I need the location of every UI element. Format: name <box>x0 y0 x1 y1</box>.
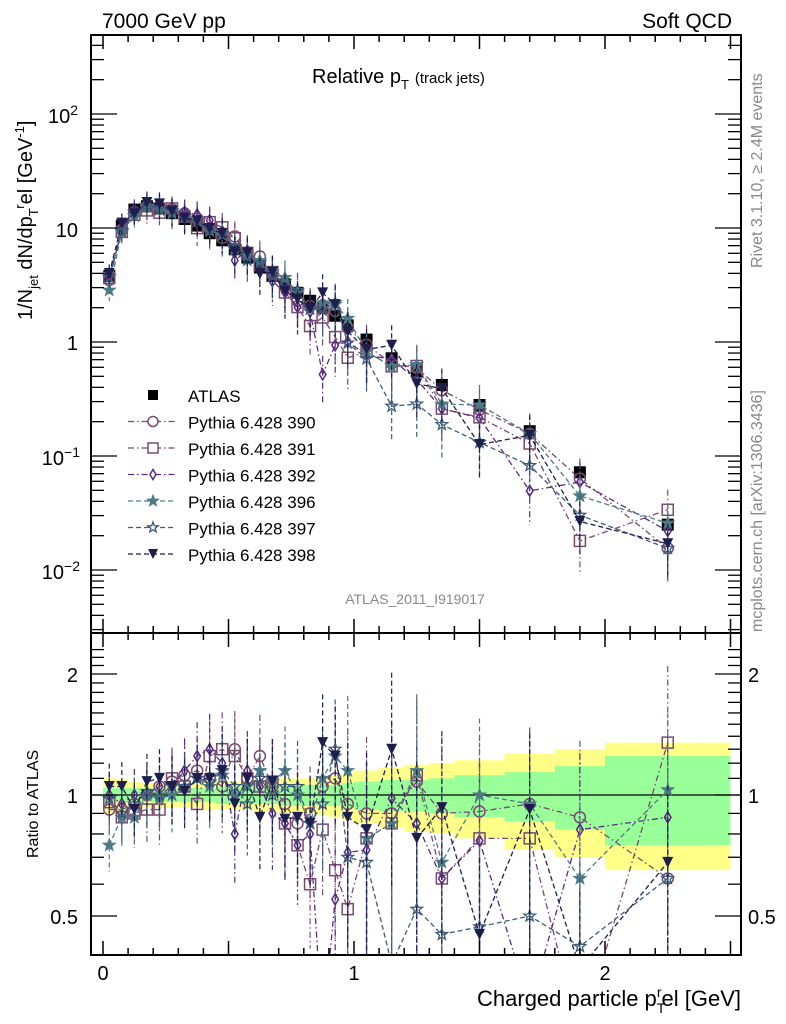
rivet-version-label: Rivet 3.1.10, ≥ 2.4M events <box>749 73 766 268</box>
legend-marker <box>148 443 158 453</box>
legend-item: Pythia 6.428 396 <box>128 493 316 512</box>
ratio-point <box>474 929 485 940</box>
x-axis-label: Charged particle pTrel [GeV] <box>477 984 741 1016</box>
legend-marker <box>148 417 158 427</box>
legend-item: Pythia 6.428 398 <box>128 546 316 565</box>
legend-label: Pythia 6.428 397 <box>188 520 316 539</box>
data-point <box>574 516 585 527</box>
ratio-point <box>386 744 397 755</box>
y-tick-label-10: 10 <box>56 220 78 242</box>
legend-marker <box>148 390 158 400</box>
ratio-point <box>386 958 398 969</box>
plot-title: Relative pT(track jets) <box>312 66 485 92</box>
legend: ATLAS Pythia 6.428 390 Pythia 6.428 391 Pyt… <box>128 387 316 565</box>
ratio-point <box>104 839 116 850</box>
ratio-tick-0.5-left: 0.5 <box>50 907 78 929</box>
legend-item: Pythia 6.428 397 <box>128 520 316 539</box>
legend-marker <box>148 496 158 506</box>
ratio-point <box>254 812 265 823</box>
x-tick-label-2: 2 <box>599 963 610 985</box>
ratio-tick-2-right: 2 <box>748 665 759 687</box>
ratio-point <box>411 833 422 844</box>
chart-canvas: 7000 GeV pp Soft QCD Rivet 3.1.10, ≥ 2.4… <box>0 0 786 1024</box>
legend-label: Pythia 6.428 398 <box>188 546 316 565</box>
legend-item: ATLAS <box>148 387 241 406</box>
y-tick-label-0.1: 10−1 <box>42 444 80 470</box>
series-line <box>109 208 667 540</box>
legend-item: Pythia 6.428 391 <box>128 440 316 459</box>
mcplots-label: mcplots.cern.ch [arXiv:1306.3436] <box>749 390 766 632</box>
data-point <box>411 378 422 389</box>
legend-item: Pythia 6.428 390 <box>128 414 316 433</box>
legend-item: Pythia 6.428 392 <box>128 467 316 486</box>
header-right-label: Soft QCD <box>642 10 732 33</box>
legend-label: ATLAS <box>188 387 241 406</box>
legend-label: Pythia 6.428 396 <box>188 493 316 512</box>
ratio-tick-1-right: 1 <box>748 786 759 808</box>
ratio-y-axis-label: Ratio to ATLAS <box>25 750 42 858</box>
y-tick-label-100: 102 <box>48 102 78 128</box>
data-point <box>317 287 328 298</box>
legend-label: Pythia 6.428 392 <box>188 467 316 486</box>
header-left-label: 7000 GeV pp <box>102 10 226 33</box>
legend-label: Pythia 6.428 390 <box>188 414 316 433</box>
x-tick-label-0: 0 <box>97 963 108 985</box>
ratio-tick-1-left: 1 <box>67 786 78 808</box>
x-tick-label-1: 1 <box>348 963 359 985</box>
main-plot-frame <box>91 35 741 633</box>
data-point <box>254 268 265 279</box>
y-tick-label-1: 1 <box>67 333 78 355</box>
legend-marker <box>148 522 158 532</box>
ratio-point <box>574 963 585 974</box>
legend-marker <box>150 470 156 480</box>
legend-label: Pythia 6.428 391 <box>188 440 316 459</box>
x-tick-labels: 0 1 2 <box>97 963 610 985</box>
top-y-axis-label: 1/Njet dN/dpTrel [GeV-1] <box>12 121 41 320</box>
ratio-tick-0.5-right: 0.5 <box>748 907 776 929</box>
top-y-tick-labels: 102 10 1 10−1 10−2 <box>42 102 80 584</box>
y-tick-label-0.01: 10−2 <box>42 558 80 584</box>
data-point <box>386 340 397 351</box>
ratio-tick-2-left: 2 <box>67 665 78 687</box>
analysis-tag: ATLAS_2011_I919017 <box>345 591 485 607</box>
